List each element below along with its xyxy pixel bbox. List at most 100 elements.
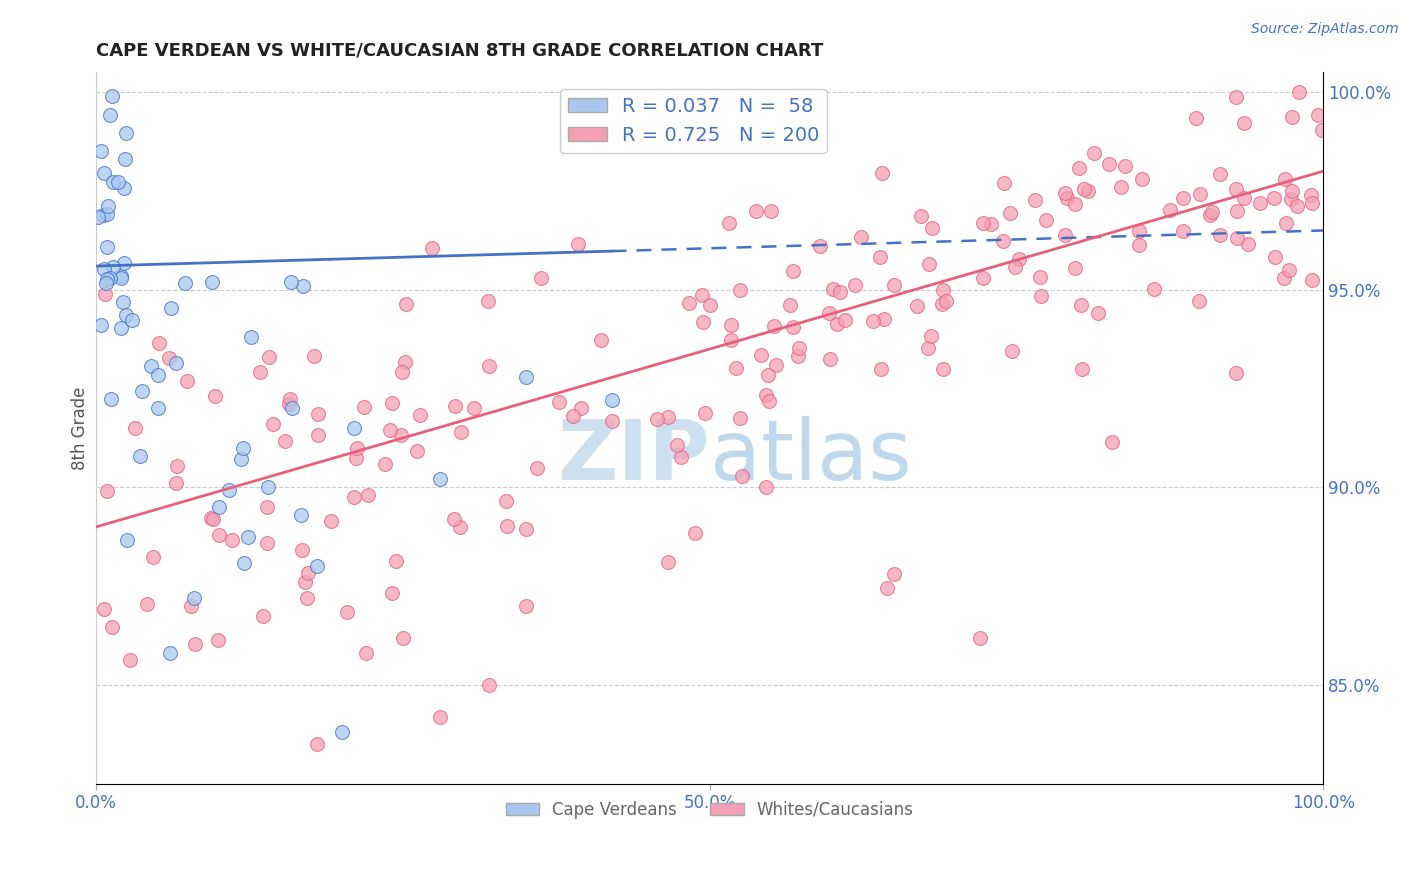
Point	[96, 272, 118, 286]
Point	[823, 282, 845, 296]
Point	[165, 356, 187, 370]
Point	[157, 351, 180, 365]
Point	[1083, 146, 1105, 161]
Point	[808, 239, 831, 253]
Point	[1073, 182, 1095, 196]
Point	[1237, 236, 1260, 251]
Point	[136, 598, 159, 612]
Point	[980, 218, 1002, 232]
Point	[256, 535, 278, 549]
Point	[755, 480, 778, 494]
Point	[200, 511, 222, 525]
Point	[862, 314, 884, 328]
Point	[758, 393, 780, 408]
Point	[920, 329, 942, 343]
Point	[870, 166, 893, 180]
Point	[1201, 204, 1223, 219]
Point	[1278, 263, 1301, 277]
Point	[935, 293, 957, 308]
Point	[669, 450, 692, 464]
Point	[256, 500, 278, 514]
Point	[1024, 193, 1046, 207]
Point	[166, 458, 188, 473]
Point	[208, 527, 231, 541]
Point	[294, 574, 316, 589]
Point	[112, 181, 135, 195]
Point	[918, 257, 941, 271]
Point	[392, 631, 415, 645]
Point	[1128, 238, 1150, 252]
Point	[754, 388, 776, 402]
Point	[905, 299, 928, 313]
Point	[818, 351, 841, 366]
Point	[1225, 231, 1247, 245]
Point	[477, 294, 499, 309]
Point	[97, 199, 120, 213]
Point	[148, 336, 170, 351]
Point	[1274, 172, 1296, 186]
Point	[159, 646, 181, 660]
Point	[1053, 227, 1076, 242]
Point	[600, 393, 623, 408]
Point	[357, 488, 380, 502]
Legend: Cape Verdeans, Whites/Caucasians: Cape Verdeans, Whites/Caucasians	[499, 794, 921, 825]
Point	[830, 285, 852, 300]
Point	[121, 313, 143, 327]
Point	[96, 207, 118, 221]
Point	[720, 318, 742, 333]
Point	[100, 620, 122, 634]
Point	[305, 559, 328, 574]
Point	[146, 368, 169, 382]
Point	[1159, 203, 1181, 218]
Point	[782, 320, 804, 334]
Point	[1173, 191, 1195, 205]
Point	[131, 384, 153, 398]
Point	[530, 271, 553, 285]
Point	[139, 359, 162, 374]
Point	[645, 412, 668, 426]
Point	[1189, 186, 1212, 201]
Point	[1264, 250, 1286, 264]
Point	[1098, 157, 1121, 171]
Point	[93, 601, 115, 615]
Y-axis label: 8th Grade: 8th Grade	[72, 386, 89, 470]
Point	[526, 460, 548, 475]
Point	[720, 333, 742, 347]
Point	[789, 341, 811, 355]
Point	[786, 349, 808, 363]
Point	[591, 334, 613, 348]
Point	[281, 401, 304, 416]
Point	[1225, 366, 1247, 380]
Point	[239, 330, 262, 344]
Point	[1306, 108, 1329, 122]
Point	[86, 211, 108, 225]
Point	[1053, 186, 1076, 200]
Point	[307, 428, 329, 442]
Point	[515, 599, 537, 613]
Point	[1130, 171, 1153, 186]
Point	[666, 438, 689, 452]
Point	[600, 414, 623, 428]
Point	[103, 260, 125, 275]
Point	[883, 278, 905, 293]
Point	[1000, 206, 1022, 220]
Point	[1209, 227, 1232, 242]
Point	[98, 108, 121, 122]
Point	[993, 177, 1015, 191]
Text: atlas: atlas	[710, 416, 911, 497]
Point	[756, 368, 779, 383]
Point	[110, 271, 132, 285]
Point	[290, 508, 312, 523]
Point	[343, 421, 366, 435]
Point	[548, 394, 571, 409]
Point	[683, 526, 706, 541]
Point	[90, 318, 112, 332]
Point	[869, 250, 891, 264]
Point	[381, 585, 404, 599]
Point	[749, 348, 772, 362]
Point	[236, 530, 259, 544]
Point	[302, 349, 325, 363]
Point	[825, 318, 848, 332]
Point	[450, 425, 472, 439]
Point	[1035, 212, 1057, 227]
